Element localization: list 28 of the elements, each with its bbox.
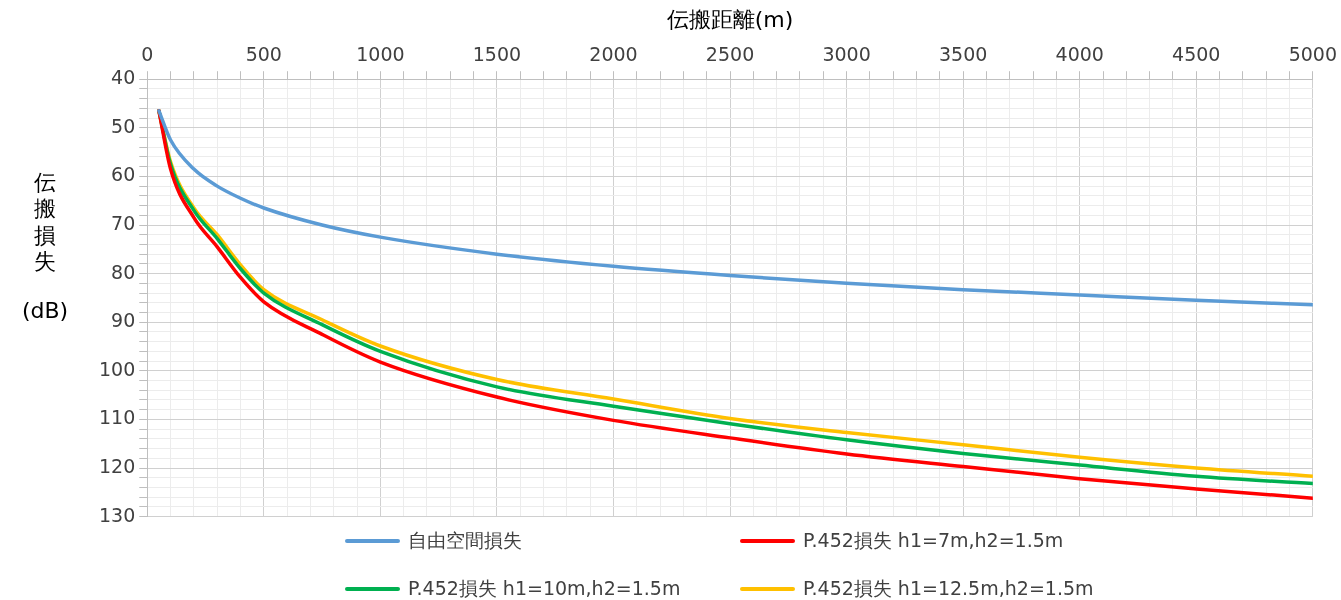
- y-tick-label: 50: [111, 114, 136, 137]
- x-tick-label: 0: [141, 42, 154, 65]
- x-tick-label: 4000: [1055, 42, 1104, 65]
- y-tick-label: 100: [99, 357, 136, 380]
- x-tick-label: 2000: [589, 42, 638, 65]
- legend-label: P.452損失 h1=7m,h2=1.5m: [803, 528, 1064, 553]
- x-tick-label: 1000: [356, 42, 405, 65]
- x-tick-label: 1500: [472, 42, 522, 65]
- y-tick-label: 60: [111, 163, 136, 186]
- x-tick-label: 2500: [705, 42, 755, 65]
- y-tick-label: 110: [99, 406, 136, 429]
- line-series: [157, 109, 1313, 307]
- x-axis-title: 伝搬距離(m): [666, 6, 794, 32]
- y-tick-label: 120: [99, 454, 136, 477]
- legend-label: 自由空間損失: [408, 528, 522, 553]
- legend-label: P.452損失 h1=12.5m,h2=1.5m: [803, 576, 1094, 600]
- x-tick-label: 3500: [938, 42, 988, 65]
- y-tick-label: 40: [111, 66, 136, 89]
- y-tick-label: 90: [111, 309, 136, 332]
- x-tick-label: 500: [245, 42, 282, 65]
- y-tick-label: 130: [99, 503, 136, 526]
- x-tick-label: 4500: [1172, 42, 1221, 65]
- y-axis-title: 伝搬損失 (dB): [20, 170, 70, 324]
- x-tick-label: 3000: [822, 42, 871, 65]
- y-tick-label: 70: [111, 211, 136, 234]
- legend-label: P.452損失 h1=10m,h2=1.5m: [408, 576, 681, 600]
- x-tick-label: 5000: [1288, 42, 1337, 65]
- y-tick-label: 80: [111, 260, 136, 283]
